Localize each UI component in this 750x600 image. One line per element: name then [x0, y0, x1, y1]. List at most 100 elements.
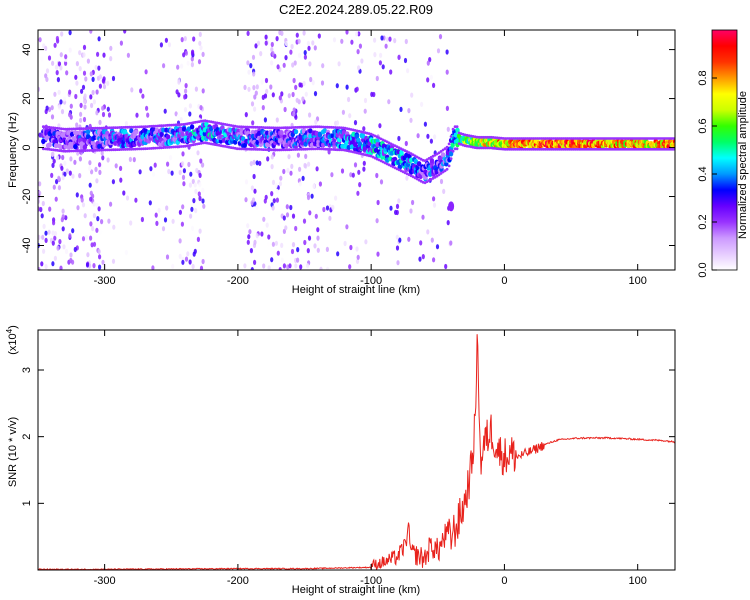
noise-mark — [252, 85, 256, 91]
ridge-edge-mark — [75, 127, 79, 131]
ridge-edge-mark — [619, 137, 623, 140]
ridge-edge-mark — [601, 137, 605, 140]
ridge-edge-mark — [625, 137, 629, 140]
noise-mark — [289, 49, 293, 55]
ridge-edge-mark — [119, 148, 123, 151]
ridge-edge-mark — [141, 147, 145, 151]
noise-mark — [86, 58, 90, 64]
noise-mark — [291, 213, 296, 219]
noise-mark — [421, 254, 425, 260]
noise-mark — [68, 47, 72, 53]
noise-mark — [78, 50, 82, 56]
noise-mark — [355, 246, 359, 252]
ridge-edge-mark — [613, 147, 617, 151]
ridge-edge-mark — [641, 147, 645, 151]
noise-mark — [159, 42, 163, 48]
noise-mark — [61, 208, 65, 214]
noise-mark — [248, 229, 252, 235]
noise-mark — [270, 47, 274, 53]
noise-mark — [246, 30, 250, 36]
noise-mark — [289, 204, 293, 211]
noise-mark — [114, 163, 118, 169]
ridge-edge-mark — [111, 148, 115, 152]
ridge-edge-mark — [255, 148, 259, 151]
ridge-edge-mark — [139, 147, 143, 151]
noise-mark — [51, 261, 55, 267]
ridge-edge-mark — [275, 126, 279, 130]
ridge-edge-mark — [241, 125, 245, 129]
x-tick-label: -200 — [227, 575, 249, 587]
y-tick-label: -20 — [21, 189, 33, 205]
noise-mark — [82, 116, 87, 123]
ridge-edge-mark — [541, 137, 545, 140]
noise-mark — [60, 217, 64, 223]
noise-mark — [88, 160, 92, 166]
noise-mark — [280, 91, 284, 97]
noise-mark — [189, 171, 193, 177]
ridge-edge-mark — [565, 137, 569, 140]
noise-mark — [107, 112, 112, 118]
ridge-edge-mark — [147, 147, 151, 150]
noise-mark — [285, 212, 290, 218]
ridge-edge-mark — [309, 147, 313, 151]
ridge-edge-mark — [575, 147, 579, 151]
noise-mark — [388, 36, 392, 42]
ridge-edge-mark — [109, 148, 113, 152]
noise-mark — [389, 205, 393, 211]
noise-mark — [426, 229, 430, 235]
ridge-edge-mark — [637, 137, 641, 140]
noise-mark — [191, 178, 195, 185]
noise-mark — [53, 91, 57, 97]
ridge-edge-mark — [335, 126, 339, 129]
noise-mark — [198, 182, 202, 188]
noise-mark — [60, 31, 64, 37]
ridge-mark — [53, 143, 59, 149]
noise-mark — [244, 197, 248, 203]
ridge-edge-mark — [567, 147, 571, 151]
noise-mark — [304, 153, 308, 159]
noise-mark — [50, 114, 55, 120]
noise-mark — [199, 105, 203, 111]
ridge-edge-mark — [553, 147, 557, 151]
ridge-edge-mark — [513, 147, 517, 151]
ridge-edge-mark — [589, 137, 593, 140]
noise-mark — [92, 213, 96, 219]
noise-mark — [55, 155, 60, 161]
noise-mark — [91, 76, 95, 82]
ridge-edge-mark — [651, 137, 655, 140]
ridge-edge-mark — [437, 151, 441, 155]
noise-mark — [264, 77, 269, 84]
ridge-edge-mark — [113, 148, 117, 152]
noise-mark — [291, 242, 296, 248]
noise-mark — [176, 113, 180, 120]
ridge-edge-mark — [477, 146, 481, 150]
ridge-edge-mark — [511, 137, 515, 140]
ridge-edge-mark — [627, 137, 631, 140]
noise-mark — [265, 222, 269, 228]
noise-mark — [174, 111, 178, 117]
ridge-edge-mark — [455, 147, 459, 151]
noise-mark — [83, 104, 87, 110]
ridge-mark — [53, 139, 59, 145]
ridge-edge-mark — [319, 125, 323, 129]
ridge-edge-mark — [559, 137, 563, 140]
noise-mark — [81, 84, 86, 90]
noise-mark — [283, 106, 287, 113]
noise-mark — [244, 112, 248, 118]
noise-mark — [97, 206, 101, 212]
noise-mark — [285, 204, 289, 210]
ridge-edge-mark — [259, 148, 263, 151]
noise-mark — [302, 30, 306, 36]
noise-mark — [92, 99, 96, 105]
noise-mark — [442, 188, 446, 194]
noise-mark — [387, 99, 391, 105]
ridge-edge-mark — [593, 147, 597, 151]
ridge-edge-mark — [485, 146, 489, 150]
ridge-edge-mark — [317, 147, 321, 151]
noise-mark — [135, 112, 139, 118]
ridge-edge-mark — [123, 148, 127, 151]
noise-mark — [91, 89, 95, 96]
ridge-edge-mark — [533, 137, 537, 140]
ridge-edge-mark — [653, 137, 657, 140]
noise-mark — [270, 257, 274, 263]
